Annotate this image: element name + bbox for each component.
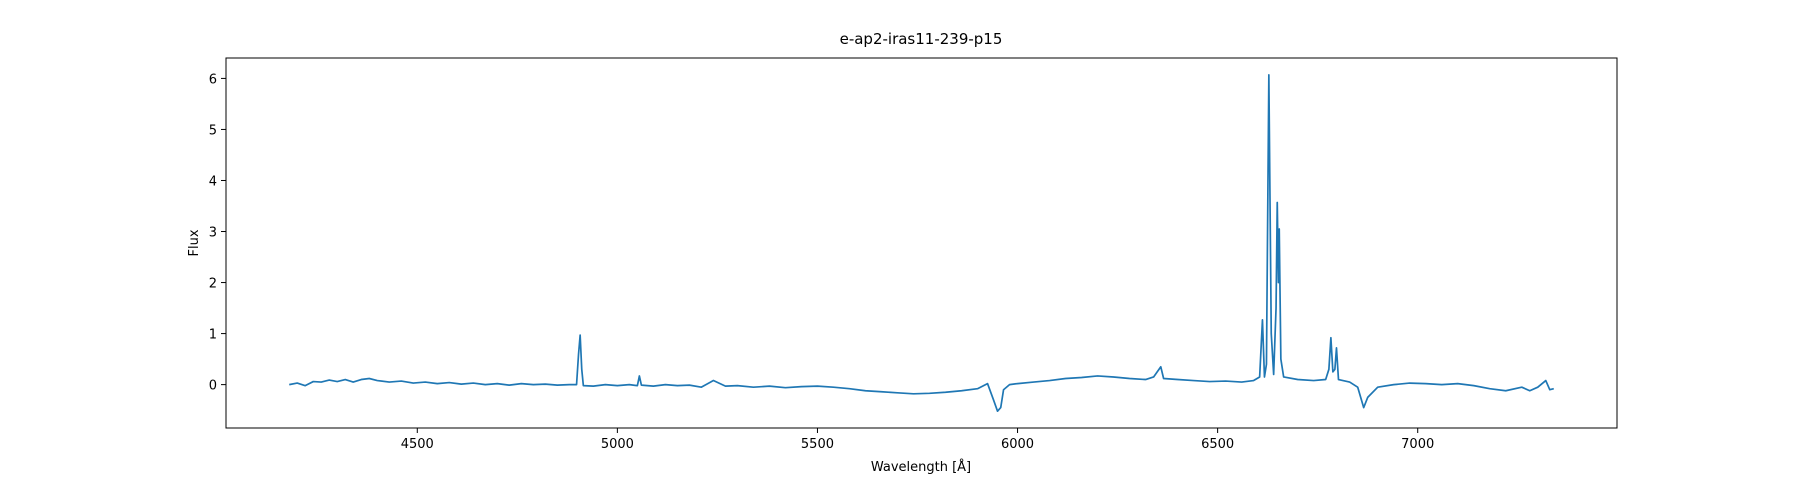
x-axis-label: Wavelength [Å]	[871, 459, 971, 475]
x-tick-label: 4500	[401, 437, 434, 452]
y-tick-label: 2	[209, 277, 217, 292]
plot-frame	[225, 57, 1618, 429]
x-tick-label: 5000	[601, 437, 634, 452]
x-tick-label: 6500	[1201, 437, 1234, 452]
x-tick-label: 6000	[1001, 437, 1034, 452]
y-axis-label: Flux	[187, 229, 202, 256]
y-tick-label: 4	[209, 174, 217, 189]
y-tick-label: 5	[209, 123, 217, 138]
y-tick-label: 1	[209, 328, 217, 343]
y-tick-label: 6	[209, 72, 217, 87]
spectrum-line	[289, 73, 1554, 413]
y-tick-label: 3	[209, 226, 217, 241]
chart-title: e-ap2-iras11-239-p15	[840, 30, 1003, 48]
x-tick-label: 7000	[1401, 437, 1434, 452]
x-tick-label: 5500	[801, 437, 834, 452]
y-tick-label: 0	[209, 379, 217, 394]
